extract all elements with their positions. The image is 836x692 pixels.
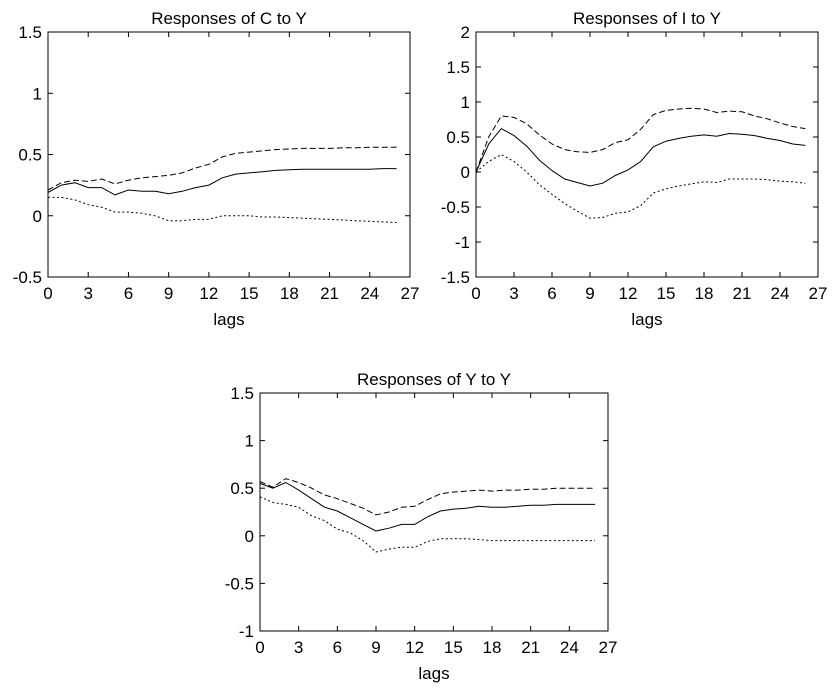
x-tick-label: 27 (599, 638, 618, 657)
series-line-solid (47, 168, 397, 196)
y-tick-label: 0.5 (230, 479, 254, 498)
x-tick-label: 6 (333, 638, 342, 657)
x-tick-label: 9 (585, 284, 594, 303)
chart-panel-c-to-y: Responses of C to Y lags 0 3 6 9 12 15 18 21 24 27 -… (13, 9, 420, 329)
x-tick-label: 18 (280, 284, 299, 303)
chart-title: Responses of I to Y (573, 9, 721, 28)
x-tick-label: 6 (547, 284, 556, 303)
series-line-dashed (475, 107, 806, 173)
series-line-dotted (259, 496, 596, 553)
x-tick-label: 6 (124, 284, 133, 303)
x-tick-label: 0 (255, 638, 264, 657)
x-tick-label: 9 (164, 284, 173, 303)
x-tick-label: 27 (401, 284, 420, 303)
plot-frame (47, 31, 411, 278)
x-tick-label: 15 (240, 284, 259, 303)
y-tick-label: 2 (461, 23, 470, 42)
y-tick-label: 1 (461, 93, 470, 112)
x-tick-label: 0 (471, 284, 480, 303)
y-tick-label: 0 (33, 207, 42, 226)
chart-title: Responses of Y to Y (357, 370, 511, 389)
series-line-dotted (475, 153, 806, 219)
y-tick-label: 1 (245, 432, 254, 451)
chart-panel-y-to-y: Responses of Y to Y lags 0 3 6 9 12 15 18 21 24 27 -… (225, 370, 618, 683)
y-tick-label: -1 (239, 622, 254, 641)
series-line-solid (475, 127, 806, 187)
x-tick-label: 12 (619, 284, 638, 303)
series-line-dashed (47, 146, 397, 191)
x-tick-label: 18 (483, 638, 502, 657)
x-axis-label: lags (631, 310, 662, 329)
x-tick-label: 21 (521, 638, 540, 657)
x-tick-label: 24 (771, 284, 790, 303)
y-tick-label: -0.5 (225, 574, 254, 593)
y-tick-label: -1 (455, 233, 470, 252)
y-tick-label: 1.5 (446, 58, 470, 77)
y-tick-label: -0.5 (441, 198, 470, 217)
x-tick-label: 12 (405, 638, 424, 657)
y-tick-label: -1.5 (441, 268, 470, 287)
x-tick-label: 0 (43, 284, 52, 303)
y-tick-label: 1.5 (18, 23, 42, 42)
x-tick-label: 9 (371, 638, 380, 657)
y-tick-label: 1 (33, 84, 42, 103)
y-tick-label: 0.5 (18, 146, 42, 165)
x-axis-label: lags (418, 664, 449, 683)
x-tick-label: 21 (733, 284, 752, 303)
x-tick-label: 12 (199, 284, 218, 303)
y-tick-label: -0.5 (13, 268, 42, 287)
series-line-solid (259, 481, 596, 532)
series-line-dashed (259, 478, 596, 516)
plot-frame (475, 31, 819, 278)
y-tick-label: 0.5 (446, 128, 470, 147)
x-axis-label: lags (213, 310, 244, 329)
chart-title: Responses of C to Y (151, 9, 307, 28)
plot-frame (259, 392, 609, 632)
y-tick-label: 0 (461, 163, 470, 182)
x-tick-label: 18 (695, 284, 714, 303)
x-tick-label: 21 (320, 284, 339, 303)
y-tick-label: 1.5 (230, 384, 254, 403)
x-tick-label: 15 (444, 638, 463, 657)
x-tick-label: 3 (509, 284, 518, 303)
x-tick-label: 15 (657, 284, 676, 303)
y-tick-label: 0 (245, 527, 254, 546)
x-tick-label: 24 (560, 638, 579, 657)
x-tick-label: 27 (809, 284, 828, 303)
series-line-dotted (48, 196, 397, 223)
x-tick-label: 3 (83, 284, 92, 303)
x-tick-label: 24 (360, 284, 379, 303)
x-tick-label: 3 (294, 638, 303, 657)
